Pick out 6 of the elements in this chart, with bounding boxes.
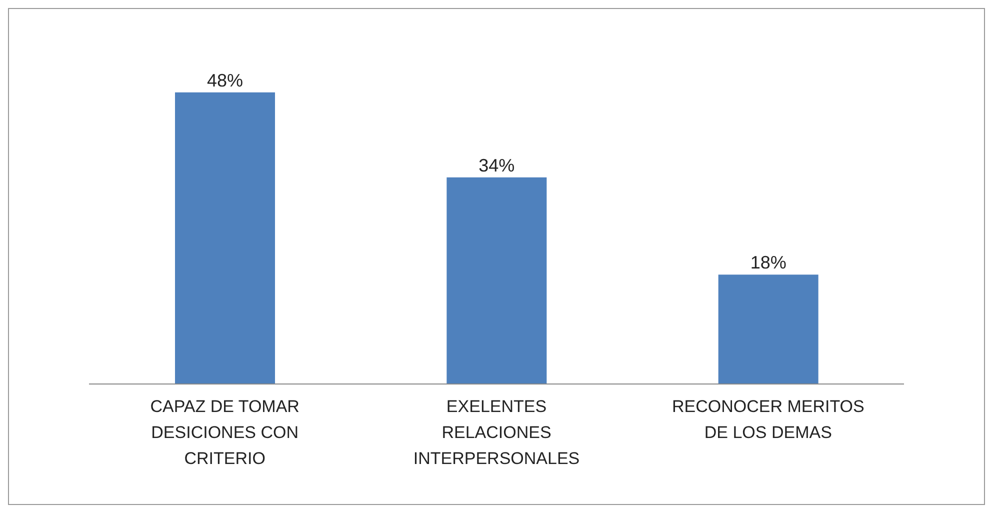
x-tick-label: RECONOCER MERITOS DE LOS DEMAS [672,397,864,442]
x-tick-label: CAPAZ DE TOMAR DESICIONES CON CRITERIO [150,397,300,468]
data-label: 48% [206,70,244,90]
data-label: 18% [750,252,786,273]
data-label: 34% [478,155,515,176]
x-tick-label: EXELENTES RELACIONES INTERPERSONALES [413,397,580,468]
